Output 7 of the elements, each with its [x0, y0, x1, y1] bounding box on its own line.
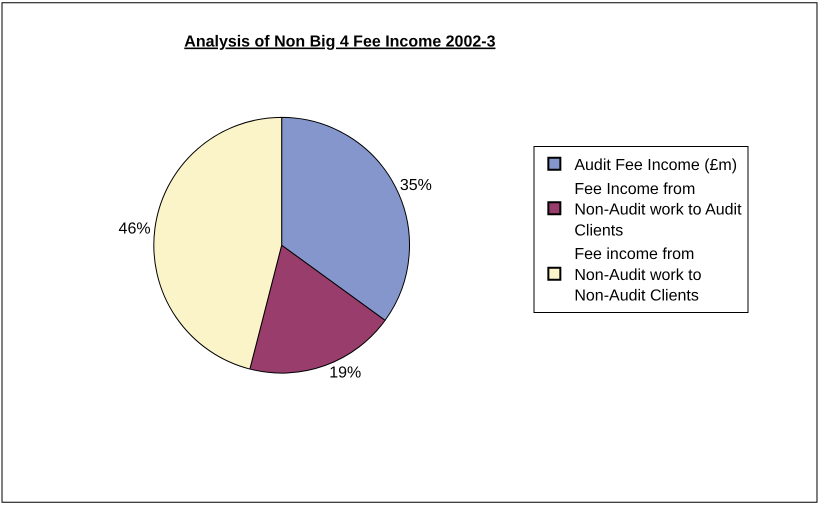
- legend-label: Fee Income from Non-Audit work to Audit Clients: [574, 180, 742, 240]
- data-label: 35%: [400, 176, 432, 194]
- data-label: 46%: [118, 220, 151, 238]
- legend-label: Audit Fee Income (£m): [574, 156, 738, 174]
- data-label: 19%: [329, 364, 362, 382]
- legend-label: Fee income from Non-Audit work to Non-Audit Clients: [574, 246, 702, 305]
- chart-title: Analysis of Non Big 4 Fee Income 2002-3: [184, 34, 496, 51]
